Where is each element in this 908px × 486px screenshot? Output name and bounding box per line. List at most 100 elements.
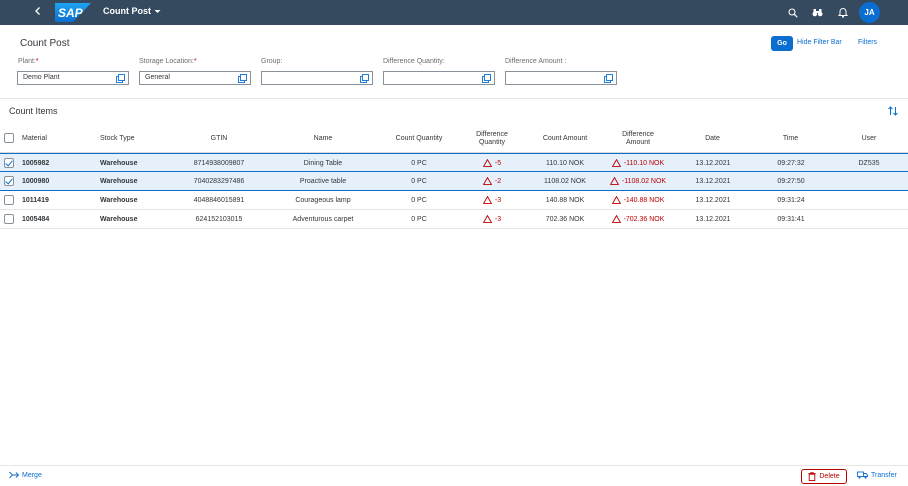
cell-name: Courageous lamp bbox=[295, 196, 351, 204]
user-avatar[interactable]: JA bbox=[859, 2, 880, 23]
trash-icon bbox=[808, 472, 817, 481]
column-header-count-amount[interactable]: Count Amount bbox=[542, 134, 588, 142]
cell-difference-amount: -140.88 NOK bbox=[598, 191, 678, 209]
cell-time: 09:27:32 bbox=[777, 159, 805, 167]
column-header-difference-quantity[interactable]: Difference Quantity bbox=[476, 130, 508, 146]
group-label: Group: bbox=[261, 58, 283, 65]
cell-date: 13.12.2021 bbox=[695, 196, 731, 204]
row-checkbox[interactable] bbox=[4, 158, 14, 168]
cell-stock-type: Warehouse bbox=[100, 196, 138, 204]
value-help-icon[interactable] bbox=[238, 74, 247, 83]
warning-triangle-icon bbox=[609, 177, 619, 185]
cell-material: 1005982 bbox=[22, 159, 50, 167]
cell-gtin: 4048846015891 bbox=[193, 196, 245, 204]
storage-location-input[interactable]: General bbox=[139, 71, 251, 85]
difference-amount-input[interactable] bbox=[505, 71, 617, 85]
value-help-icon[interactable] bbox=[116, 74, 125, 83]
column-header-stock-type[interactable]: Stock Type bbox=[100, 134, 135, 142]
column-header-difference-amount[interactable]: Difference Amount bbox=[622, 130, 654, 146]
difference-quantity-label: Difference Quantity: bbox=[383, 58, 445, 65]
warning-triangle-icon bbox=[482, 177, 492, 185]
column-header-user[interactable]: User bbox=[861, 134, 877, 142]
cell-time: 09:31:41 bbox=[777, 215, 805, 223]
warning-triangle-icon bbox=[482, 196, 492, 204]
cell-stock-type: Warehouse bbox=[100, 159, 138, 167]
cell-difference-amount: -110.10 NOK bbox=[598, 154, 678, 172]
cell-gtin: 7040283297486 bbox=[193, 177, 245, 185]
cell-user bbox=[846, 172, 892, 190]
column-header-name[interactable]: Name bbox=[313, 134, 333, 142]
cell-date: 13.12.2021 bbox=[695, 177, 731, 185]
plant-input[interactable]: Demo Plant bbox=[17, 71, 129, 85]
cell-count-quantity: 0 PC bbox=[411, 177, 427, 185]
table-header: Material Stock Type GTIN Name Count Quan… bbox=[0, 124, 908, 153]
table-row[interactable]: 1005982 Warehouse 8714938009807 Dining Tabl… bbox=[0, 153, 908, 172]
app-title: Count Post bbox=[103, 6, 151, 16]
table-row[interactable]: 1005484 Warehouse 624152103015 Adventurous … bbox=[0, 210, 908, 229]
cell-time: 09:27:50 bbox=[777, 177, 805, 185]
column-header-material[interactable]: Material bbox=[22, 134, 47, 142]
sort-icon[interactable] bbox=[887, 105, 899, 117]
hide-filter-bar-button[interactable]: Hide Filter Bar bbox=[797, 39, 842, 46]
caret-down-icon bbox=[154, 9, 161, 13]
cell-name: Adventurous carpet bbox=[292, 215, 354, 223]
svg-text:SAP: SAP bbox=[58, 6, 84, 20]
cell-name: Proactive table bbox=[299, 177, 347, 185]
sap-logo[interactable]: SAP bbox=[55, 3, 91, 22]
cell-stock-type: Warehouse bbox=[100, 215, 138, 223]
cell-material: 1000980 bbox=[22, 177, 50, 185]
cell-count-amount: 110.10 NOK bbox=[545, 159, 584, 167]
cell-date: 13.12.2021 bbox=[695, 215, 731, 223]
cell-difference-quantity: -5 bbox=[462, 154, 522, 172]
app-title-menu[interactable]: Count Post bbox=[103, 6, 161, 16]
column-header-count-quantity[interactable]: Count Quantity bbox=[395, 134, 443, 142]
back-icon[interactable] bbox=[30, 4, 46, 20]
cell-difference-amount: -702.36 NOK bbox=[598, 210, 678, 228]
row-checkbox[interactable] bbox=[4, 214, 14, 224]
difference-amount-label: Difference Amount : bbox=[505, 58, 567, 65]
page-title: Count Post bbox=[20, 38, 70, 49]
column-header-date[interactable]: Date bbox=[705, 134, 720, 142]
plant-label: Plant:* bbox=[18, 58, 39, 65]
bell-icon[interactable] bbox=[835, 5, 850, 20]
column-header-time[interactable]: Time bbox=[782, 134, 799, 142]
transfer-button[interactable]: Transfer bbox=[857, 471, 897, 479]
filters-button[interactable]: Filters bbox=[858, 39, 878, 46]
table-row[interactable]: 1011419 Warehouse 4048846015891 Courageous … bbox=[0, 191, 908, 210]
cell-difference-quantity: -3 bbox=[462, 210, 522, 228]
warning-triangle-icon bbox=[482, 159, 492, 167]
difference-quantity-input[interactable] bbox=[383, 71, 495, 85]
value-help-icon[interactable] bbox=[482, 74, 491, 83]
cell-count-quantity: 0 PC bbox=[411, 215, 427, 223]
cell-count-amount: 140.88 NOK bbox=[545, 196, 585, 204]
cell-stock-type: Warehouse bbox=[100, 177, 138, 185]
warning-triangle-icon bbox=[611, 196, 621, 204]
table-title: Count Items bbox=[9, 106, 58, 116]
merge-button[interactable]: Merge bbox=[9, 471, 42, 479]
cell-count-amount: 1108.02 NOK bbox=[544, 177, 586, 185]
select-all-checkbox[interactable] bbox=[4, 133, 14, 143]
binoculars-icon[interactable] bbox=[810, 5, 825, 20]
cell-user: DZ535 bbox=[858, 159, 880, 167]
merge-icon bbox=[9, 471, 19, 479]
group-input[interactable] bbox=[261, 71, 373, 85]
value-help-icon[interactable] bbox=[360, 74, 369, 83]
warning-triangle-icon bbox=[611, 215, 621, 223]
shell-bar: SAP Count Post JA bbox=[0, 0, 908, 25]
cell-gtin: 624152103015 bbox=[195, 215, 243, 223]
table-row[interactable]: 1000980 Warehouse 7040283297486 Proactive t… bbox=[0, 172, 908, 191]
search-icon[interactable] bbox=[785, 5, 800, 20]
value-help-icon[interactable] bbox=[604, 74, 613, 83]
filter-bar: Count Post Go Hide Filter Bar Filters Pl… bbox=[0, 25, 908, 99]
cell-count-amount: 702.36 NOK bbox=[545, 215, 585, 223]
cell-material: 1011419 bbox=[22, 196, 49, 204]
delete-button[interactable]: Delete bbox=[801, 469, 847, 484]
cell-date: 13.12.2021 bbox=[695, 159, 731, 167]
go-button[interactable]: Go bbox=[771, 36, 793, 51]
warning-triangle-icon bbox=[482, 215, 492, 223]
warning-triangle-icon bbox=[611, 159, 621, 167]
row-checkbox[interactable] bbox=[4, 176, 14, 186]
row-checkbox[interactable] bbox=[4, 195, 14, 205]
column-header-gtin[interactable]: GTIN bbox=[210, 134, 228, 142]
cell-user bbox=[846, 210, 892, 228]
